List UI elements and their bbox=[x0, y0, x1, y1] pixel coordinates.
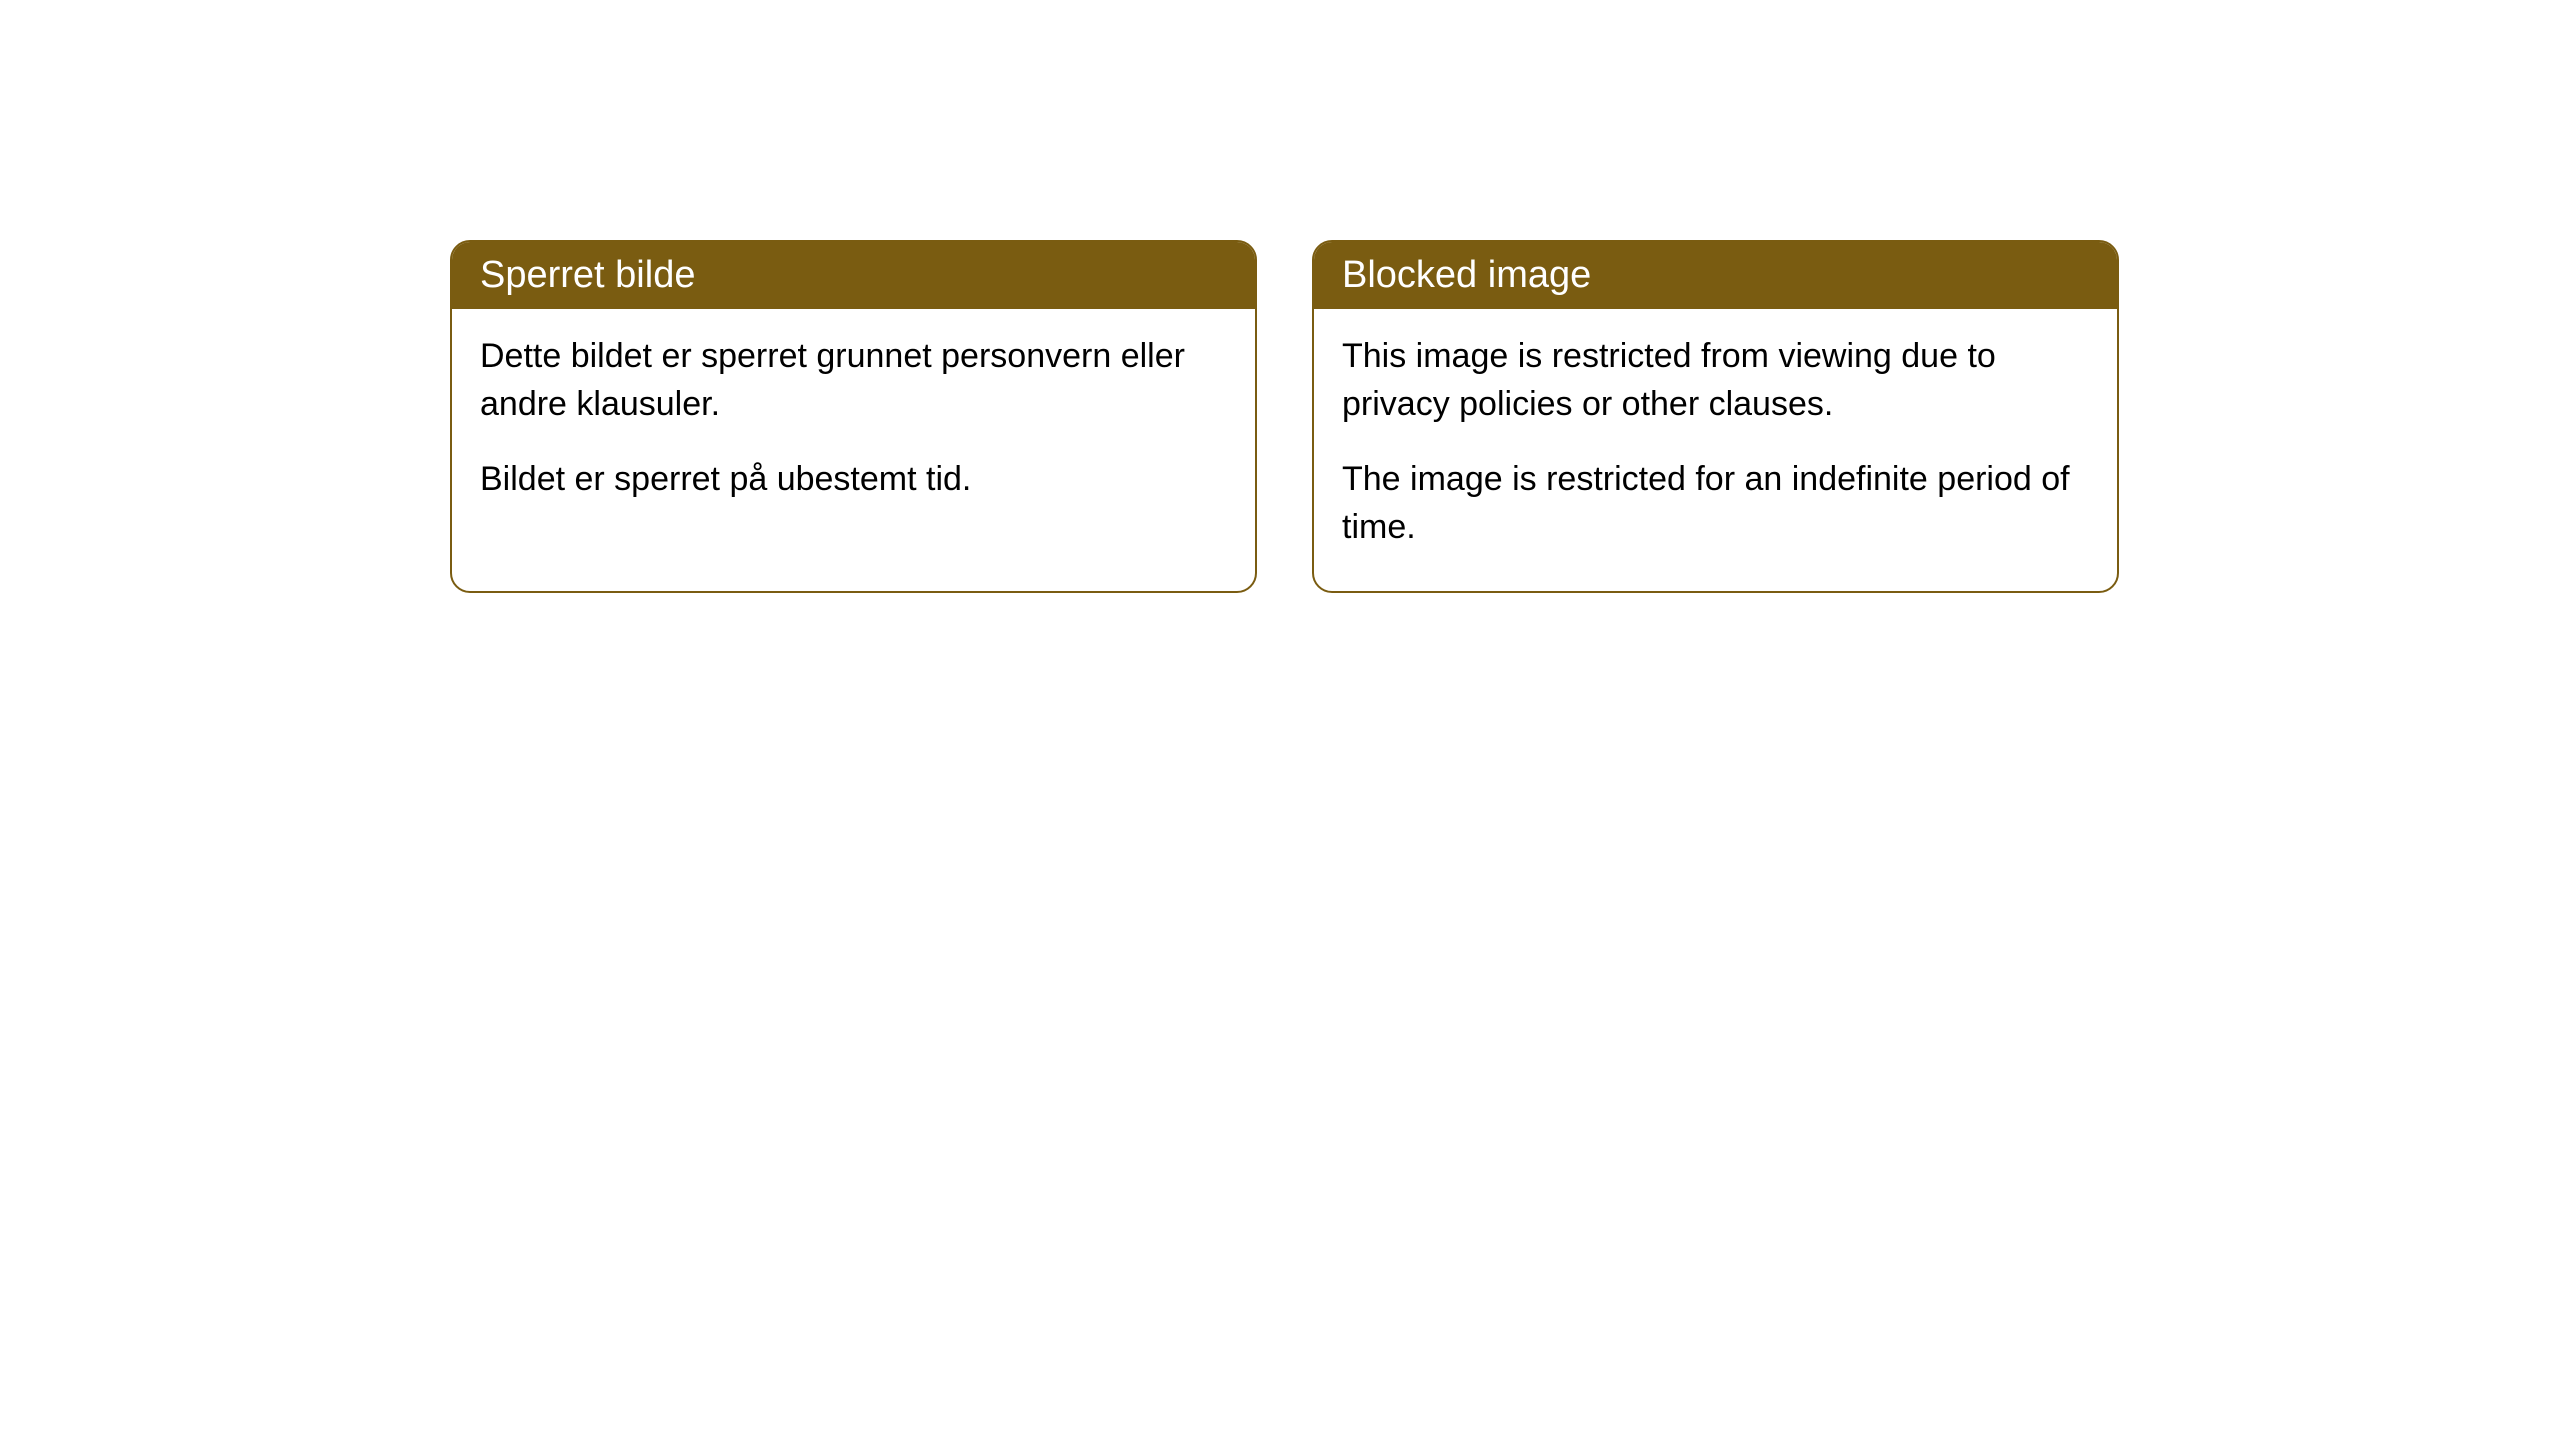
card-header-norwegian: Sperret bilde bbox=[452, 242, 1255, 309]
card-paragraph-2-english: The image is restricted for an indefinit… bbox=[1342, 456, 2089, 551]
card-paragraph-2-norwegian: Bildet er sperret på ubestemt tid. bbox=[480, 456, 1227, 504]
card-header-english: Blocked image bbox=[1314, 242, 2117, 309]
blocked-image-card-english: Blocked image This image is restricted f… bbox=[1312, 240, 2119, 593]
card-paragraph-1-english: This image is restricted from viewing du… bbox=[1342, 333, 2089, 428]
blocked-image-card-norwegian: Sperret bilde Dette bildet er sperret gr… bbox=[450, 240, 1257, 593]
card-body-english: This image is restricted from viewing du… bbox=[1314, 309, 2117, 591]
card-paragraph-1-norwegian: Dette bildet er sperret grunnet personve… bbox=[480, 333, 1227, 428]
card-body-norwegian: Dette bildet er sperret grunnet personve… bbox=[452, 309, 1255, 544]
cards-container: Sperret bilde Dette bildet er sperret gr… bbox=[0, 0, 2560, 593]
